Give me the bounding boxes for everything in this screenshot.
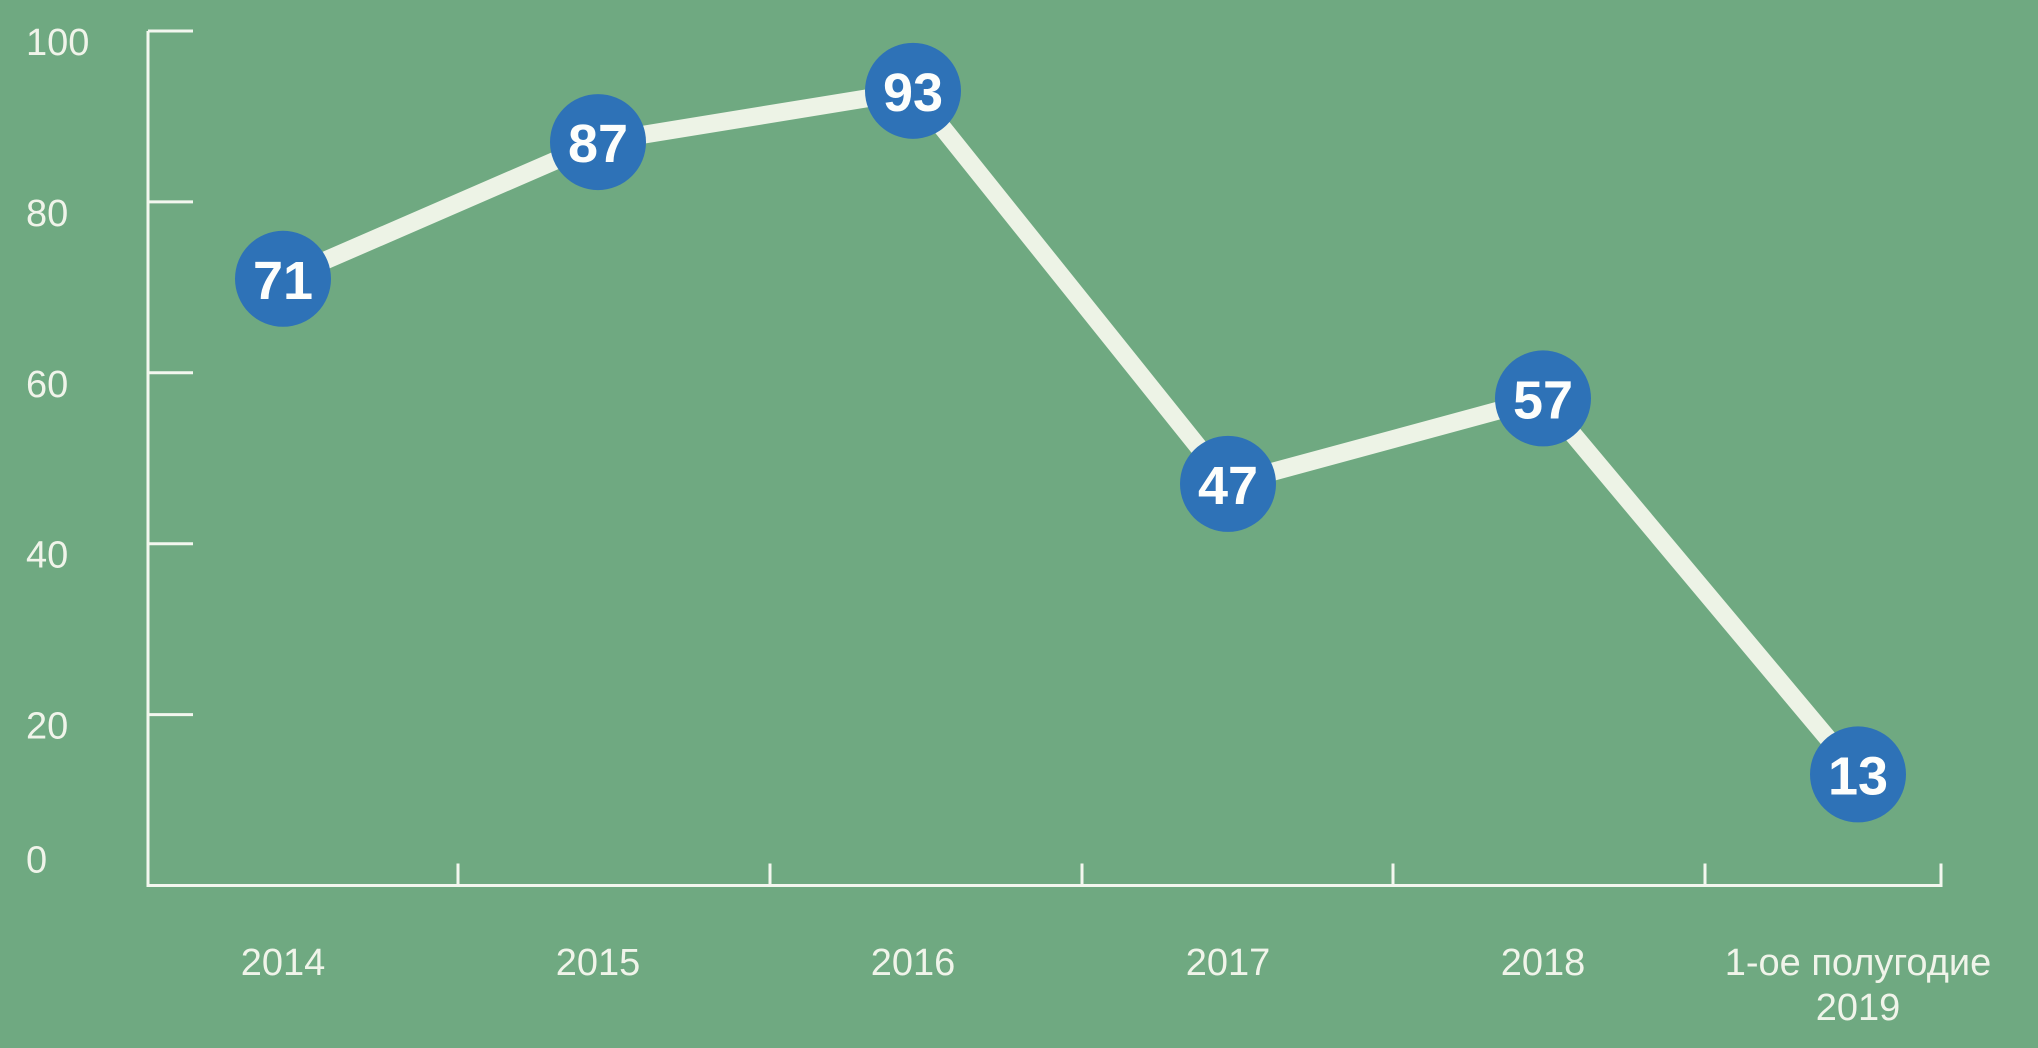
data-point-value: 13 <box>1828 746 1888 806</box>
data-point-marker <box>1810 726 1906 823</box>
x-axis-category-label: 2014 <box>241 942 326 984</box>
y-axis-tick-label: 40 <box>26 535 68 577</box>
y-axis-tick-label: 60 <box>26 364 68 406</box>
y-axis-tick-label: 0 <box>26 840 47 882</box>
data-point-value: 87 <box>568 114 628 174</box>
data-point-value: 57 <box>1513 370 1573 430</box>
axis-line <box>146 31 1943 887</box>
data-point-value: 47 <box>1198 456 1258 516</box>
data-point-marker <box>550 94 646 191</box>
y-axis-tick-label: 20 <box>26 706 68 748</box>
data-point-marker <box>1180 435 1276 532</box>
data-point-marker <box>1495 350 1591 447</box>
data-point-value: 93 <box>883 63 943 123</box>
x-axis-category-label: 2015 <box>556 942 641 984</box>
y-axis-tick-label: 80 <box>26 193 68 235</box>
x-axis-category-label: 2017 <box>1186 942 1271 984</box>
data-line <box>279 81 1865 781</box>
data-point-marker <box>865 42 961 139</box>
y-axis-tick-label: 100 <box>26 22 89 64</box>
x-axis-category-label: 2018 <box>1501 942 1586 984</box>
data-point-value: 71 <box>253 251 313 311</box>
x-axis-category-label: 2016 <box>871 942 956 984</box>
x-axis-category-label: 1-ое полугодие 2019 <box>1725 942 1992 1029</box>
data-point-marker <box>235 230 331 327</box>
